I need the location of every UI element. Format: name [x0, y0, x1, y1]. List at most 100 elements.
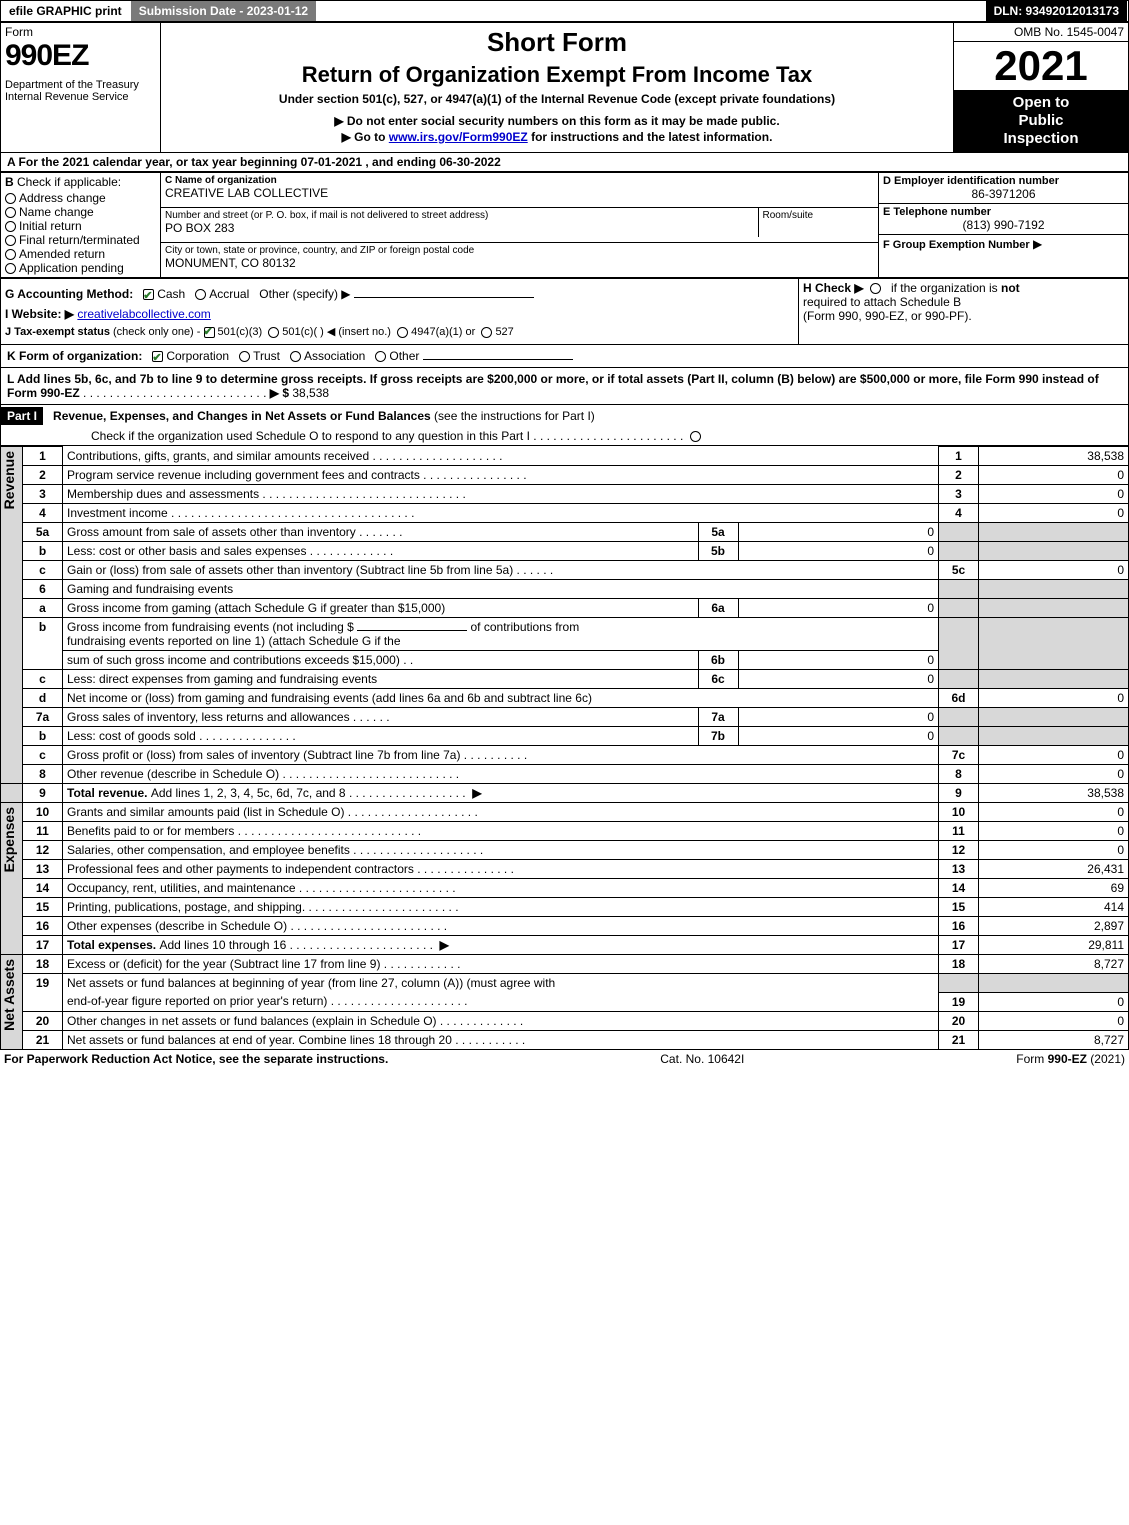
part1-check-line: Check if the organization used Schedule … [91, 429, 530, 443]
form-number: 990EZ [5, 39, 156, 73]
section-k-prefix: K Form of organization: [7, 349, 142, 363]
line-5a-sref: 5a [698, 523, 738, 541]
line-3-num: 3 [23, 485, 63, 504]
chk-association[interactable] [290, 351, 301, 362]
line-19-ref-shade [939, 974, 979, 993]
line-2-text: Program service revenue including govern… [63, 466, 939, 485]
line-17-text: Total expenses. [67, 938, 159, 952]
tax-year: 2021 [954, 42, 1128, 90]
chk-name-change-label: Name change [19, 205, 94, 219]
section-j-note: (check only one) - [113, 326, 200, 338]
chk-address-change-label: Address change [19, 191, 106, 205]
line-14-text: Occupancy, rent, utilities, and maintena… [63, 879, 939, 898]
section-f-label: F Group Exemption Number [883, 239, 1030, 251]
line-11-ref: 11 [939, 822, 979, 841]
section-l-arrow: ▶ $ [270, 386, 289, 400]
line-7b-ref-shade [939, 727, 979, 746]
line-15-num: 15 [23, 898, 63, 917]
chk-accrual[interactable] [195, 289, 206, 300]
line-6b-num: b [23, 618, 63, 670]
efile-label[interactable]: efile GRAPHIC print [1, 1, 131, 21]
gh-table: G Accounting Method: Cash Accrual Other … [0, 278, 1129, 345]
lbl-501c3: 501(c)(3) [218, 326, 263, 338]
line-5b-sval: 0 [738, 542, 938, 560]
lbl-association: Association [304, 349, 365, 363]
line-5a-ref-shade [939, 523, 979, 542]
chk-corporation[interactable] [152, 351, 163, 362]
line-9-ref: 9 [939, 784, 979, 803]
open-to-public: Open to Public Inspection [954, 90, 1128, 152]
section-b-label: Check if applicable: [17, 175, 121, 189]
top-bar: efile GRAPHIC print Submission Date - 20… [0, 0, 1129, 22]
line-19-num: 19 [23, 974, 63, 993]
chk-4947[interactable] [397, 327, 408, 338]
irs-link[interactable]: www.irs.gov/Form990EZ [389, 130, 528, 144]
line-18-text: Excess or (deficit) for the year (Subtra… [63, 955, 939, 974]
header-table: Form 990EZ Department of the Treasury In… [0, 22, 1129, 153]
line-1-text: Contributions, gifts, grants, and simila… [63, 447, 939, 466]
form-word: Form [5, 25, 156, 39]
lbl-trust: Trust [253, 349, 280, 363]
open-l1: Open to [1013, 94, 1070, 111]
line-19-ref: 19 [939, 992, 979, 1011]
line-5c-num: c [23, 561, 63, 580]
chk-application-pending-label: Application pending [19, 261, 124, 275]
line-6-ref-shade [939, 580, 979, 599]
line-12-text: Salaries, other compensation, and employ… [63, 841, 939, 860]
line-18-num: 18 [23, 955, 63, 974]
section-c-label: C Name of organization [165, 175, 874, 186]
chk-trust[interactable] [239, 351, 250, 362]
line-8-num: 8 [23, 765, 63, 784]
footer-right: Form 990-EZ (2021) [1016, 1052, 1125, 1066]
city-label: City or town, state or province, country… [165, 245, 874, 256]
chk-application-pending[interactable]: Application pending [5, 261, 156, 275]
chk-501c[interactable] [268, 327, 279, 338]
line-6b-sval: 0 [738, 651, 938, 670]
line-1-ref: 1 [939, 447, 979, 466]
chk-h[interactable] [870, 283, 881, 294]
line-12-num: 12 [23, 841, 63, 860]
open-l2: Public [1018, 112, 1063, 129]
line-15-val: 414 [979, 898, 1129, 917]
line-6c-sref: 6c [698, 670, 738, 688]
line-9-num: 9 [23, 784, 63, 803]
line-5b-text: Less: cost or other basis and sales expe… [63, 542, 698, 560]
line-6b-val-shade [979, 618, 1129, 670]
city-value: MONUMENT, CO 80132 [165, 256, 874, 270]
chk-cash[interactable] [143, 289, 154, 300]
footer-center: Cat. No. 10642I [660, 1052, 744, 1066]
room-label: Room/suite [763, 210, 875, 221]
line-14-ref: 14 [939, 879, 979, 898]
line-13-val: 26,431 [979, 860, 1129, 879]
line-18-val: 8,727 [979, 955, 1129, 974]
chk-accrual-label: Accrual [209, 287, 249, 301]
chk-schedule-o[interactable] [690, 431, 701, 442]
chk-amended-return[interactable]: Amended return [5, 247, 156, 261]
line-5a-sval: 0 [738, 523, 938, 541]
line-6a-sref: 6a [698, 599, 738, 617]
chk-527[interactable] [481, 327, 492, 338]
chk-name-change[interactable]: Name change [5, 205, 156, 219]
line-5b-ref-shade [939, 542, 979, 561]
footer-right-bold: 990-EZ [1048, 1052, 1087, 1066]
website-link[interactable]: creativelabcollective.com [77, 307, 210, 321]
org-name: CREATIVE LAB COLLECTIVE [165, 186, 874, 200]
line-4-val: 0 [979, 504, 1129, 523]
part1-check-dots: . . . . . . . . . . . . . . . . . . . . … [533, 429, 683, 443]
line-7a-ref-shade [939, 708, 979, 727]
chk-501c3[interactable] [204, 327, 215, 338]
line-21-num: 21 [23, 1030, 63, 1049]
line-6c-val-shade [979, 670, 1129, 689]
line-20-num: 20 [23, 1011, 63, 1030]
chk-initial-return[interactable]: Initial return [5, 219, 156, 233]
line-5a-num: 5a [23, 523, 63, 542]
chk-final-return[interactable]: Final return/terminated [5, 233, 156, 247]
chk-other-org[interactable] [375, 351, 386, 362]
line-3-val: 0 [979, 485, 1129, 504]
line-18-ref: 18 [939, 955, 979, 974]
chk-address-change[interactable]: Address change [5, 191, 156, 205]
section-h-boxlabel: if the organization is [891, 281, 1001, 295]
section-h-line2: required to attach Schedule B [803, 295, 961, 309]
section-i-label: I Website: ▶ [5, 307, 74, 321]
line-5b-val-shade [979, 542, 1129, 561]
